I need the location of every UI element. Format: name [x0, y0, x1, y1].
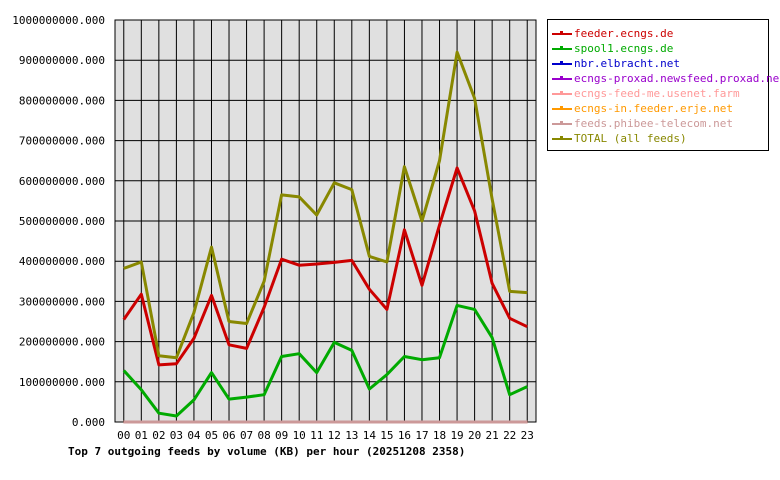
legend-label: nbr.elbracht.net — [574, 57, 680, 70]
x-axis-tick-labels: 00 01 02 03 04 05 06 07 08 09 10 11 12 13 14 15 16 17 18 19… — [117, 429, 534, 442]
legend-item: feeder.ecngs.de — [548, 27, 768, 42]
x-tick-label: 17 — [415, 429, 428, 442]
legend-swatch — [552, 93, 572, 95]
x-tick-label: 13 — [345, 429, 358, 442]
y-tick-label: 500000000.000 — [19, 215, 105, 228]
y-tick-label: 0.000 — [72, 416, 105, 429]
legend-label: ecngs-in.feeder.erje.net — [574, 102, 733, 115]
x-tick-label: 16 — [398, 429, 411, 442]
x-tick-label: 22 — [503, 429, 516, 442]
x-tick-label: 06 — [222, 429, 235, 442]
legend-item: nbr.elbracht.net — [548, 57, 768, 72]
legend-marker — [560, 136, 563, 139]
x-tick-label: 04 — [187, 429, 201, 442]
x-tick-label: 01 — [135, 429, 148, 442]
x-tick-label: 07 — [240, 429, 253, 442]
legend-marker — [560, 61, 563, 64]
y-tick-label: 200000000.000 — [19, 336, 105, 349]
y-tick-label: 300000000.000 — [19, 295, 105, 308]
legend-label: feeder.ecngs.de — [574, 27, 674, 40]
x-tick-label: 14 — [363, 429, 377, 442]
legend-item: ecngs-in.feeder.erje.net — [548, 102, 768, 117]
series-line-1 — [122, 303, 528, 418]
y-tick-label: 700000000.000 — [19, 135, 105, 148]
legend-item: spool1.ecngs.de — [548, 42, 768, 57]
x-tick-label: 11 — [310, 429, 323, 442]
x-tick-label: 12 — [328, 429, 341, 442]
x-tick-label: 21 — [486, 429, 499, 442]
legend-item: TOTAL (all feeds) — [548, 132, 768, 147]
y-tick-label: 800000000.000 — [19, 94, 105, 107]
x-tick-label: 09 — [275, 429, 288, 442]
legend-label: TOTAL (all feeds) — [574, 132, 687, 145]
x-tick-label: 05 — [205, 429, 218, 442]
x-tick-label: 18 — [433, 429, 446, 442]
legend-swatch — [552, 48, 572, 50]
series-lines — [122, 50, 528, 424]
legend-swatch — [552, 33, 572, 35]
legend-item: ecngs-proxad.newsfeed.proxad.net — [548, 72, 780, 87]
legend-swatch — [552, 108, 572, 110]
y-axis-tick-labels: 0.000 100000000.000 200000000.000 300000000… — [12, 14, 105, 429]
legend-marker — [560, 106, 563, 109]
x-tick-label: 08 — [257, 429, 270, 442]
legend-swatch — [552, 123, 572, 125]
x-tick-label: 15 — [380, 429, 393, 442]
series-line-0 — [122, 166, 528, 367]
x-tick-label: 20 — [468, 429, 481, 442]
legend-item: feeds.phibee-telecom.net — [548, 117, 768, 132]
legend-marker — [560, 76, 563, 79]
x-tick-label: 19 — [450, 429, 463, 442]
grid-lines — [115, 20, 536, 422]
legend-label: spool1.ecngs.de — [574, 42, 674, 55]
y-tick-label: 600000000.000 — [19, 175, 105, 188]
x-tick-label: 23 — [521, 429, 534, 442]
x-tick-label: 03 — [170, 429, 183, 442]
y-tick-label: 900000000.000 — [19, 54, 105, 67]
legend-swatch — [552, 63, 572, 65]
legend-marker — [560, 121, 563, 124]
legend: feeder.ecngs.de spool1.ecngs.de nbr.elbrac… — [547, 19, 780, 151]
x-tick-label: 00 — [117, 429, 130, 442]
series-line-7 — [123, 50, 528, 360]
chart-title: Top 7 outgoing feeds by volume (KB) per … — [68, 445, 466, 458]
x-tick-label: 02 — [152, 429, 165, 442]
x-tick-label: 10 — [293, 429, 306, 442]
legend-marker — [560, 31, 563, 34]
legend-item: ecngs-feed-me.usenet.farm — [548, 87, 768, 102]
y-tick-label: 1000000000.000 — [12, 14, 105, 27]
y-tick-label: 400000000.000 — [19, 255, 105, 268]
legend-label: feeds.phibee-telecom.net — [574, 117, 733, 130]
legend-swatch — [552, 78, 572, 80]
legend-swatch — [552, 138, 572, 140]
legend-label: ecngs-proxad.newsfeed.proxad.net — [574, 72, 780, 85]
y-tick-label: 100000000.000 — [19, 376, 105, 389]
legend-marker — [560, 46, 563, 49]
legend-marker — [560, 91, 563, 94]
legend-label: ecngs-feed-me.usenet.farm — [574, 87, 740, 100]
